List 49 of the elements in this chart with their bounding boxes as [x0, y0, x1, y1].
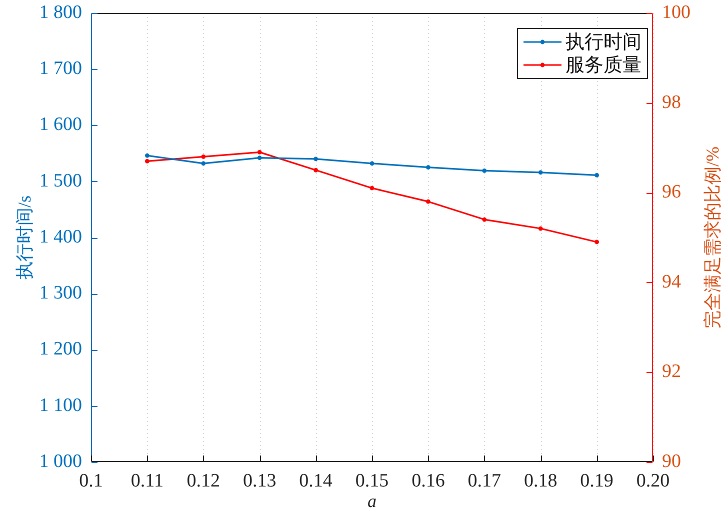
point	[201, 161, 206, 166]
point	[594, 240, 599, 244]
x-tick-label: 0.18	[524, 470, 558, 492]
x-tick-label: 0.20	[636, 470, 670, 492]
y-tick-label: 1 600	[39, 114, 82, 136]
y-tick-label: 1 100	[39, 394, 82, 416]
legend-label: 服务质量	[566, 54, 642, 76]
y2-tick-label: 100	[662, 2, 690, 23]
y-axis-title: 执行时间/s	[14, 195, 35, 280]
point	[257, 156, 262, 160]
point	[482, 217, 487, 222]
x-tick-label: 0.14	[299, 470, 333, 492]
point	[594, 173, 599, 178]
point	[370, 186, 374, 190]
y-tick-label: 1 700	[39, 58, 82, 80]
point	[538, 170, 543, 175]
point	[426, 199, 430, 204]
x-tick-label: 0.15	[355, 470, 389, 492]
y2-tick-label: 94	[662, 271, 682, 292]
x-tick-label: 0.11	[130, 470, 164, 492]
point	[145, 158, 150, 164]
x-tick-label: 0.17	[468, 470, 502, 492]
point	[538, 226, 543, 231]
x-tick-label: 0.12	[186, 470, 220, 492]
point	[201, 154, 206, 159]
y2-tick-label: 90	[662, 450, 681, 472]
y2-axis-title: 完全满足需求的比例/%	[702, 146, 723, 328]
x-axis-title: a	[368, 490, 376, 511]
y-tick-label: 1 800	[39, 2, 82, 23]
point	[482, 168, 487, 173]
x-tick-label: 0.19	[580, 470, 614, 492]
y-tick-label: 1 500	[39, 170, 82, 192]
y-tick-label: 1 300	[39, 282, 82, 304]
y2-tick-label: 96	[662, 182, 681, 203]
point	[426, 165, 430, 170]
y-tick-label: 1 000	[39, 450, 82, 472]
y-tick-label: 1 400	[39, 226, 82, 248]
x-tick-label: 0.13	[242, 470, 276, 492]
y2-tick-label: 98	[662, 92, 681, 113]
point	[314, 156, 318, 162]
y2-tick-label: 92	[662, 361, 681, 382]
y-tick-label: 1 200	[39, 338, 82, 360]
point	[145, 153, 150, 158]
x-tick-label: 0.1	[79, 470, 103, 492]
point	[257, 150, 262, 154]
point	[370, 161, 374, 166]
x-tick-label: 0.16	[412, 470, 445, 492]
point	[314, 168, 318, 172]
legend-label: 执行时间	[566, 32, 642, 53]
